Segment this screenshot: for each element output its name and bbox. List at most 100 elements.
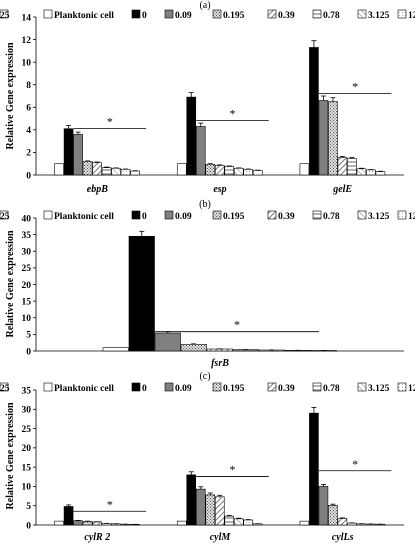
bar-cylm-0-78: [224, 515, 235, 526]
legend-label: 12.5: [408, 11, 415, 21]
y-tick-label: 14: [22, 13, 32, 23]
bar-ebpb-planktonic-cell: [54, 163, 64, 176]
bar-ebpb-25: [130, 170, 140, 176]
legend-swatch: [43, 9, 53, 19]
legend-item-25: 25: [0, 382, 10, 394]
legend-swatch: [357, 382, 367, 392]
legend-swatch: [397, 9, 407, 19]
y-tick-label: 0: [26, 347, 31, 357]
legend-label: 0.09: [175, 11, 192, 21]
legend-item-0-39: 0.39: [267, 382, 295, 394]
category-label-gele: gelE: [332, 184, 352, 195]
y-tick-label: 35: [22, 231, 32, 241]
legend-item-0-195: 0.195: [212, 210, 245, 222]
bar-esp-3-125: [233, 167, 244, 176]
legend-label: 25: [0, 384, 10, 394]
y-tick-label: 25: [22, 425, 32, 435]
significance-star: *: [230, 463, 236, 477]
legend-swatch: [131, 382, 141, 392]
legend-item-0-09: 0.09: [164, 210, 192, 222]
bar-cylm-0-39: [214, 496, 225, 526]
legend-swatch: [357, 210, 367, 220]
bar-gele-0-78: [347, 158, 357, 176]
chart-panel-2: (b) 0 5 10 15 20 25 30 35 40 Relative Gene express…: [0, 199, 415, 369]
bar-cylls-0-39: [337, 518, 348, 526]
significance-star: *: [234, 318, 240, 332]
y-tick-label: 15: [22, 297, 32, 307]
bar-ebpb-12-5: [120, 169, 131, 176]
panel-label: (c): [199, 371, 210, 382]
legend-swatch: [0, 210, 9, 220]
y-tick-label: 20: [22, 444, 32, 454]
bar-cylm-3-125: [233, 518, 244, 526]
legend-item-0: 0: [131, 9, 147, 21]
y-tick-label: 40: [22, 214, 32, 224]
legend-label: 0: [142, 384, 147, 394]
bar-ebpb-0-78: [101, 167, 112, 176]
legend-item-0-78: 0.78: [312, 382, 340, 394]
category-label-esp: esp: [213, 184, 226, 195]
legend-swatch: [267, 382, 277, 392]
legend-label: 25: [0, 11, 10, 21]
significance-star: *: [107, 497, 113, 511]
bar-gele-planktonic-cell: [299, 163, 310, 176]
bar-fsrb-0-39: [206, 348, 233, 352]
significance-star: *: [107, 114, 113, 128]
bar-cylls-0-195: [328, 505, 338, 526]
legend-item-12-5: 12.5: [397, 382, 415, 394]
bar-esp-planktonic-cell: [176, 163, 187, 176]
y-axis-label: Relative Gene expression: [5, 42, 16, 149]
y-tick-label: 5: [26, 331, 31, 341]
bar-gele-12-5: [366, 169, 376, 176]
legend-item-0: 0: [131, 210, 147, 222]
y-tick-label: 0: [26, 171, 31, 181]
legend-label: 0: [142, 212, 147, 222]
legend-label: 12.5: [408, 384, 415, 394]
legend-swatch: [212, 382, 222, 392]
bar-esp-0-09: [195, 126, 206, 176]
legend-swatch: [212, 9, 222, 19]
legend-label: Planktonic cell: [54, 11, 114, 21]
legend-item-3-125: 3.125: [357, 210, 390, 222]
y-tick-label: 10: [22, 58, 32, 68]
legend-item-0-39: 0.39: [267, 9, 295, 21]
category-label-cylr-2: cylR 2: [84, 532, 110, 543]
significance-star: *: [352, 79, 358, 93]
significance-star: *: [230, 106, 236, 120]
bar-esp-0-78: [224, 166, 235, 176]
y-tick-label: 20: [22, 281, 32, 291]
legend-label: 0.78: [323, 11, 340, 21]
panel-label: (a): [199, 0, 210, 11]
legend-item-12-5: 12.5: [397, 210, 415, 222]
legend-label: 0.09: [175, 384, 192, 394]
y-tick-label: 0: [26, 521, 31, 531]
category-label-fsrb: fsrB: [211, 358, 229, 369]
y-tick-label: 25: [22, 264, 32, 274]
legend-swatch: [267, 210, 277, 220]
bar-cylls-planktonic-cell: [299, 520, 310, 526]
bar-cylls-0: [309, 412, 319, 526]
y-tick-label: 6: [26, 104, 31, 114]
legend-label: 0.78: [323, 212, 340, 222]
legend-item-planktonic-cell: Planktonic cell: [43, 9, 114, 21]
legend-swatch: [357, 9, 367, 19]
y-tick-label: 30: [22, 248, 32, 258]
legend-label: 0.09: [175, 212, 192, 222]
legend-item-0-78: 0.78: [312, 9, 340, 21]
y-tick-label: 4: [26, 126, 31, 136]
bar-ebpb-0-09: [73, 134, 83, 176]
bar-cylls-0-78: [347, 522, 357, 526]
bar-cylr-2-0-09: [73, 520, 83, 526]
legend-label: 0.195: [223, 11, 245, 21]
legend-label: 3.125: [368, 384, 390, 394]
y-tick-label: 10: [22, 483, 32, 493]
legend-item-planktonic-cell: Planktonic cell: [43, 382, 114, 394]
y-tick-label: 8: [26, 81, 31, 91]
legend-swatch: [164, 382, 174, 392]
legend-item-3-125: 3.125: [357, 9, 390, 21]
bar-esp-12-5: [243, 169, 254, 176]
y-tick-label: 30: [22, 406, 32, 416]
legend-swatch: [397, 382, 407, 392]
bar-cylr-2-planktonic-cell: [54, 520, 64, 526]
